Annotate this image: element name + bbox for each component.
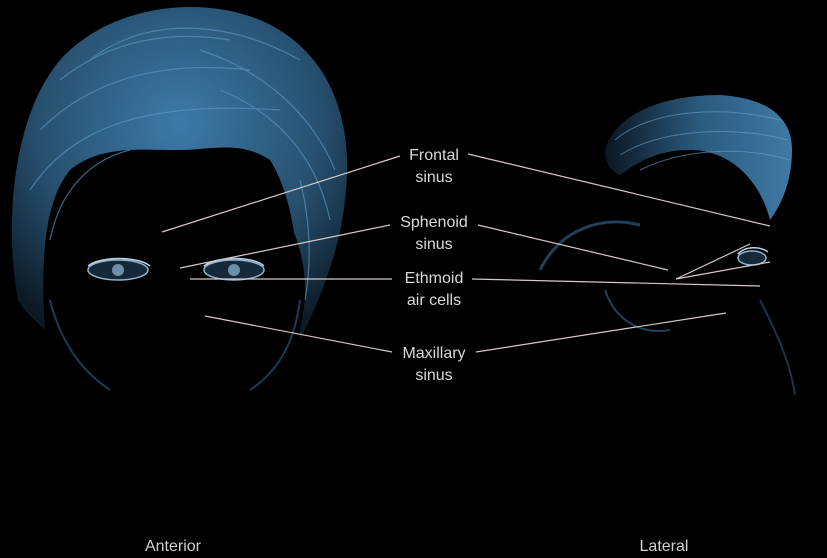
lateral-hair-strands — [614, 111, 791, 171]
sphenoid-sinus-label-line2: sinus — [415, 236, 453, 253]
anterior-cheek-outline-right — [249, 299, 301, 391]
lateral-head-illustration — [538, 95, 796, 396]
sphenoid-sinus-label: Sphenoid sinus — [379, 212, 489, 256]
frontal-leader-anterior — [161, 155, 401, 233]
maxillary-sinus-label: Maxillary sinus — [379, 343, 489, 387]
sphenoid-leader-anterior — [179, 224, 391, 269]
lateral-hair — [604, 95, 792, 220]
frontal-sinus-label-line2: sinus — [415, 169, 453, 186]
ethmoid-label-line1: Ethmoid — [404, 270, 464, 287]
lateral-view-caption: Lateral — [639, 538, 689, 555]
lateral-ear-outline — [604, 289, 671, 332]
sphenoid-leader-lateral — [477, 224, 669, 271]
ethmoid-leader-lateral-c — [675, 261, 771, 280]
ethmoid-leader-lateral-b — [675, 243, 751, 280]
maxillary-leader-anterior — [204, 315, 393, 353]
sphenoid-sinus-label-line1: Sphenoid — [400, 214, 468, 231]
anterior-cheek-outline — [49, 299, 111, 391]
leader-lines — [161, 153, 771, 353]
maxillary-label-line2: sinus — [415, 367, 453, 384]
maxillary-leader-lateral — [475, 312, 727, 353]
ethmoid-leader-lateral — [471, 278, 761, 287]
lateral-face-profile — [538, 220, 641, 271]
lateral-eye — [737, 247, 769, 266]
frontal-leader-lateral — [467, 153, 771, 227]
frontal-sinus-label-line1: Frontal — [409, 147, 459, 164]
anterior-head-illustration — [11, 7, 348, 430]
anterior-left-eye — [87, 257, 151, 281]
anterior-view-caption: Anterior — [144, 538, 202, 555]
frontal-sinus-label: Frontal sinus — [379, 145, 489, 189]
lateral-jaw-outline — [759, 299, 796, 396]
anterior-face — [55, 150, 305, 430]
anterior-right-eye — [203, 257, 265, 281]
ethmoid-label-line2: air cells — [406, 292, 462, 309]
hair-strands — [29, 27, 336, 301]
maxillary-label-line1: Maxillary — [402, 345, 466, 362]
ethmoid-air-cells-label: Ethmoid air cells — [379, 268, 489, 312]
